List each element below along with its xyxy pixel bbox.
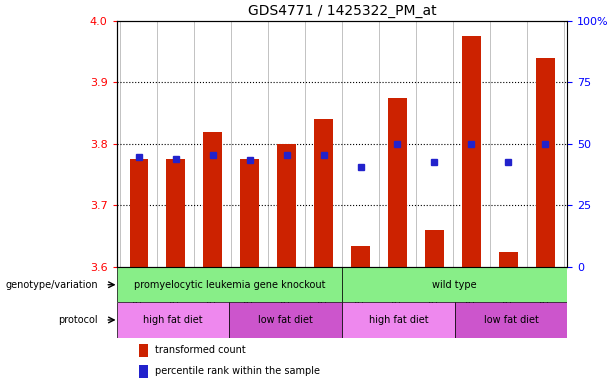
FancyBboxPatch shape bbox=[116, 267, 342, 302]
Bar bbox=[129, 159, 148, 267]
Bar bbox=[314, 119, 333, 267]
FancyBboxPatch shape bbox=[229, 302, 342, 338]
Bar bbox=[425, 230, 444, 267]
Bar bbox=[536, 58, 555, 267]
FancyBboxPatch shape bbox=[116, 302, 229, 338]
FancyBboxPatch shape bbox=[455, 302, 568, 338]
Text: protocol: protocol bbox=[58, 315, 98, 325]
Text: low fat diet: low fat diet bbox=[258, 315, 313, 325]
Bar bbox=[240, 159, 259, 267]
Bar bbox=[462, 36, 481, 267]
Bar bbox=[139, 344, 148, 357]
Bar bbox=[204, 132, 222, 267]
Bar bbox=[351, 245, 370, 267]
Bar bbox=[139, 365, 148, 378]
Text: low fat diet: low fat diet bbox=[484, 315, 539, 325]
FancyBboxPatch shape bbox=[342, 267, 568, 302]
FancyBboxPatch shape bbox=[342, 302, 455, 338]
Text: wild type: wild type bbox=[432, 280, 477, 290]
Bar bbox=[167, 159, 185, 267]
Text: promyelocytic leukemia gene knockout: promyelocytic leukemia gene knockout bbox=[134, 280, 325, 290]
Bar bbox=[499, 252, 517, 267]
Text: genotype/variation: genotype/variation bbox=[5, 280, 98, 290]
Bar bbox=[388, 98, 406, 267]
Bar bbox=[277, 144, 296, 267]
Text: high fat diet: high fat diet bbox=[368, 315, 428, 325]
Title: GDS4771 / 1425322_PM_at: GDS4771 / 1425322_PM_at bbox=[248, 4, 436, 18]
Text: percentile rank within the sample: percentile rank within the sample bbox=[155, 366, 320, 376]
Text: high fat diet: high fat diet bbox=[143, 315, 203, 325]
Text: transformed count: transformed count bbox=[155, 345, 246, 355]
